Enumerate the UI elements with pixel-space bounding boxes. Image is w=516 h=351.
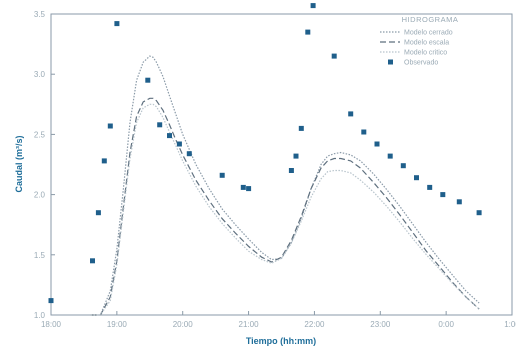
observed-point (400, 163, 406, 169)
x-tick-label: 20:00 (173, 320, 194, 329)
observed-point (288, 168, 294, 173)
y-tick-label: 1.5 (34, 251, 46, 260)
observed-point (310, 3, 316, 9)
observed-point (414, 175, 419, 181)
legend-title: HIDROGRAMA (402, 15, 459, 24)
observed-point (186, 151, 192, 157)
observed-point (157, 122, 163, 128)
observed-point (374, 141, 380, 147)
legend-entry: Modelo escala (404, 40, 449, 47)
y-tick-label: 1.0 (34, 311, 46, 320)
observed-point (145, 77, 151, 83)
x-tick-label: 1:00 (504, 320, 516, 329)
observed-markers (48, 3, 482, 304)
observed-point (387, 153, 393, 159)
plot-frame (50, 13, 513, 316)
observed-point (114, 21, 120, 27)
y-tick-label: 3.0 (34, 70, 46, 79)
observed-point (48, 298, 54, 304)
legend: HIDROGRAMA Modelo cerrado Modelo escala Mod… (380, 15, 458, 67)
x-tick-label: 19:00 (107, 320, 128, 329)
observed-point (440, 192, 446, 198)
observed-point (167, 133, 172, 139)
observed-point (427, 184, 433, 190)
x-axis-label: Tiempo (hh:mm) (246, 336, 316, 346)
y-axis-label: Caudal (m³/s) (14, 135, 24, 192)
observed-point (456, 199, 462, 205)
observed-point (101, 158, 107, 164)
observed-point (348, 111, 354, 117)
observed-point (246, 186, 252, 192)
series-group (90, 55, 480, 316)
x-tick-label: 18:00 (41, 320, 62, 329)
legend-entry: Observado (404, 60, 438, 67)
legend-swatch (388, 59, 393, 65)
observed-point (305, 29, 311, 35)
y-tick-label: 2.0 (34, 191, 46, 200)
y-tick-label: 2.5 (34, 130, 46, 139)
observed-point (331, 53, 337, 59)
observed-point (90, 258, 95, 264)
legend-entry: Modelo cerrado (404, 30, 453, 37)
observed-point (176, 141, 182, 147)
y-tick-label: 3.5 (34, 10, 46, 19)
x-tick-label: 0:00 (438, 320, 454, 329)
observed-point (293, 153, 299, 159)
series-line-0 (90, 55, 480, 316)
series-line-2 (90, 103, 480, 316)
x-tick-label: 21:00 (239, 320, 260, 329)
legend-entry: Modelo critico (404, 50, 447, 57)
observed-point (95, 210, 101, 216)
observed-point (240, 184, 246, 190)
series-line-1 (90, 97, 480, 316)
observed-point (476, 210, 482, 216)
x-tick-label: 22:00 (304, 320, 325, 329)
axis-ticks: 18:00 19:00 20:00 21:00 22:00 23:00 0:00 1:00 1.… (34, 10, 516, 329)
observed-point (107, 123, 113, 129)
observed-point (361, 129, 367, 135)
x-tick-label: 23:00 (370, 320, 391, 329)
observed-point (219, 172, 225, 178)
observed-point (298, 125, 304, 131)
